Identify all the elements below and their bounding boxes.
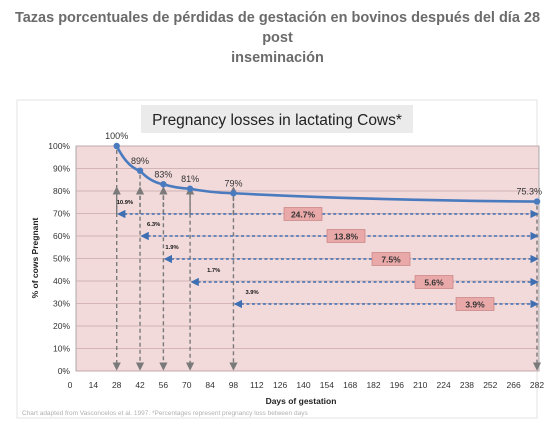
y-tick-label: 40% <box>53 276 70 286</box>
x-tick-label: 98 <box>229 380 239 390</box>
cumulative-loss-box <box>414 275 454 289</box>
data-label: 79% <box>224 178 242 188</box>
x-tick-label: 182 <box>366 380 380 390</box>
x-tick-label: 252 <box>483 380 497 390</box>
y-tick-label: 20% <box>53 321 70 331</box>
x-tick-label: 224 <box>437 380 451 390</box>
loss-interval-arrows: 24.7% 13.8% 7.5% 5.6% 3.9% 10.9% 6.3% 1.9% 1.7% 3… <box>117 200 539 311</box>
data-point <box>113 142 120 150</box>
page-heading-line-2: inseminación <box>231 50 324 66</box>
x-tick-label: 56 <box>159 380 169 390</box>
dashed-drop-lines <box>112 150 542 371</box>
x-tick-label: 112 <box>250 380 264 390</box>
x-tick-label: 84 <box>205 380 215 390</box>
x-tick-label: 28 <box>112 380 122 390</box>
interval-loss-label: 6.3% <box>147 222 160 228</box>
x-axis-ticks: 0 14 28 42 56 70 84 98 112 126 140 154 168 182 196 210 2… <box>68 380 545 390</box>
x-tick-label: 266 <box>507 380 521 390</box>
chart-title: Pregnancy losses in lactating Cows* <box>152 112 402 129</box>
x-tick-label: 126 <box>273 380 287 390</box>
data-label: 75.3% <box>516 187 542 197</box>
data-point <box>160 181 167 188</box>
interval-loss-label: 1.9% <box>165 245 178 251</box>
data-point <box>533 198 541 205</box>
cumulative-loss-label: 7.5% <box>381 255 401 265</box>
data-point <box>230 190 237 197</box>
y-tick-label: 0% <box>58 366 71 376</box>
y-tick-label: 60% <box>53 231 70 241</box>
x-tick-label: 14 <box>89 380 99 390</box>
data-labels: 100% 89% 83% 81% 79% 75.3% <box>105 131 542 197</box>
x-tick-label: 238 <box>460 380 474 390</box>
data-label: 81% <box>181 174 199 184</box>
cumulative-loss-label: 13.8% <box>334 232 359 242</box>
cumulative-loss-box <box>326 229 366 243</box>
y-axis-ticks: 0% 10% 20% 30% 40% 50% 60% 70% 80% 90% 100% <box>48 141 70 376</box>
y-tick-label: 10% <box>53 344 70 354</box>
cumulative-loss-box <box>283 207 323 221</box>
page-heading: Tazas porcentuales de pérdidas de gestac… <box>0 8 555 68</box>
cumulative-loss-box <box>455 297 495 311</box>
x-tick-label: 282 <box>530 380 544 390</box>
x-tick-label: 154 <box>320 380 334 390</box>
interval-loss-label: 10.9% <box>117 200 133 206</box>
data-point <box>136 167 144 174</box>
y-tick-label: 30% <box>53 299 70 309</box>
x-tick-label: 210 <box>413 380 427 390</box>
x-axis-label: Days of gestation <box>266 396 337 406</box>
x-tick-label: 0 <box>68 380 73 390</box>
y-tick-label: 70% <box>53 209 70 219</box>
cumulative-loss-box <box>371 252 411 266</box>
cumulative-loss-label: 3.9% <box>465 300 485 310</box>
y-axis-label: % of cows Pregnant <box>30 217 40 298</box>
chart-title-box <box>141 105 413 133</box>
y-tick-label: 100% <box>48 141 70 151</box>
y-tick-label: 90% <box>53 164 70 174</box>
data-label: 100% <box>105 131 128 141</box>
x-tick-label: 42 <box>135 380 145 390</box>
interval-loss-label: 1.7% <box>207 268 220 274</box>
x-tick-label: 140 <box>296 380 310 390</box>
source-note: Chart adapted from Vasconcelos et al. 19… <box>22 410 308 417</box>
cumulative-loss-label: 24.7% <box>291 210 316 220</box>
data-label: 83% <box>154 169 172 179</box>
page-heading-line-1: Tazas porcentuales de pérdidas de gestac… <box>14 10 541 46</box>
y-tick-label: 50% <box>53 254 70 264</box>
x-tick-label: 168 <box>343 380 357 390</box>
cumulative-loss-label: 5.6% <box>424 278 444 288</box>
data-point <box>186 185 194 192</box>
interval-loss-label: 3.9% <box>245 290 258 296</box>
x-tick-label: 196 <box>390 380 404 390</box>
data-label: 89% <box>131 156 149 166</box>
y-tick-label: 80% <box>53 186 70 196</box>
x-tick-label: 70 <box>182 380 192 390</box>
series-line <box>113 142 541 205</box>
